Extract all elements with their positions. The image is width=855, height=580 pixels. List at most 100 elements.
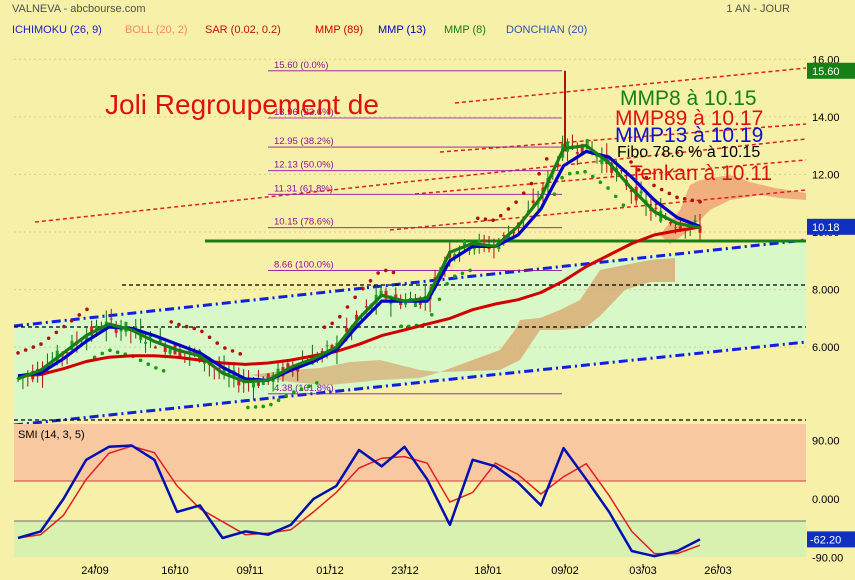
x-tick-label: 26/03 [704, 565, 732, 577]
candle-body [379, 290, 383, 297]
sar-dot [292, 390, 296, 394]
sar-dot [16, 351, 20, 355]
sar-dot [552, 192, 557, 197]
sar-dot [468, 268, 472, 273]
sar-dot [376, 271, 380, 275]
candle-body [222, 366, 226, 375]
candle-body [65, 352, 69, 354]
candle-body [512, 231, 516, 234]
price-tick-label: 12.00 [812, 169, 840, 181]
candle-body [575, 152, 579, 154]
sar-dot [460, 271, 465, 276]
candle-body [163, 345, 167, 352]
candle-body [178, 348, 182, 357]
candle-body [600, 156, 604, 165]
annotation-mmp13: MMP13 à 10.19 [615, 124, 763, 147]
sar-dot [161, 368, 166, 373]
sar-dot [629, 160, 633, 164]
candle-body [629, 189, 633, 192]
sar-dot [299, 387, 304, 391]
sar-dot [307, 384, 311, 389]
sar-dot [39, 342, 43, 346]
moving-averages [17, 144, 701, 384]
sar-dot [315, 381, 319, 385]
annotation-mmp8: MMP8 à 10.15 [620, 87, 757, 110]
candle-body [153, 346, 157, 349]
candle-body [95, 325, 99, 332]
sar-dot [675, 195, 679, 200]
sar-dot [368, 279, 373, 283]
x-axis: 24/09 16/10 09/11 01/12 23/12 18/01 09/02 03/03… [81, 564, 732, 577]
candle-body [158, 338, 162, 344]
period-label: 1 AN - JOUR [726, 3, 790, 15]
legend-item: SAR (0.02, 0.2) [205, 24, 281, 36]
sar-dot [429, 313, 434, 317]
candle-body [286, 363, 290, 368]
annotation-tenkan: Tenkan à 10.11 [630, 162, 772, 185]
candle-body [507, 235, 511, 241]
x-tick-label: 09/11 [237, 565, 264, 577]
smi-tick-label: -90.00 [812, 552, 843, 564]
x-tick-label: 18/01 [474, 565, 502, 577]
price-tick-label: 8.000 [812, 285, 840, 297]
smi-oversold-zone [14, 521, 806, 557]
sar-dot [575, 170, 580, 175]
sar-dot [583, 169, 587, 174]
smi-tick-label: 0.000 [812, 494, 840, 506]
sar-dot [100, 351, 105, 356]
candle-body [693, 220, 697, 222]
sar-dot [92, 355, 97, 360]
sar-dot [54, 330, 59, 335]
sar-dot [690, 198, 695, 203]
smi-lines [17, 444, 701, 558]
candle-body [144, 341, 148, 344]
fibo-label: 15.60 (0.0%) [274, 60, 328, 71]
sar-dot [353, 295, 357, 300]
candle-body [433, 277, 437, 279]
candle-body [109, 318, 113, 320]
sar-dot [284, 394, 289, 398]
smi-axis: 90.00 0.000 -90.00 [812, 435, 843, 564]
candle-body [580, 143, 584, 154]
x-tick-label: 24/09 [81, 565, 109, 577]
sar-dot [192, 326, 197, 331]
sar-dot [169, 320, 174, 324]
sar-dot [567, 171, 572, 176]
fibo-label: 4.38 (161.8%) [274, 383, 334, 394]
candle-body [252, 383, 256, 388]
candle-body [394, 294, 398, 298]
sar-dot [498, 213, 503, 218]
candle-body [413, 299, 417, 307]
legend-item: MMP (13) [378, 24, 426, 36]
sar-dot [23, 348, 28, 352]
sar-dot [345, 305, 350, 309]
smi-value-label: -62.20 [810, 534, 841, 546]
smi-tick-label: 90.00 [812, 435, 840, 447]
candle-body [399, 300, 403, 306]
candle-body [168, 349, 172, 354]
candle-body [673, 227, 677, 229]
sar-dot [246, 405, 250, 410]
indicator-legend: ICHIMOKU (26, 9) BOLL (20, 2) SAR (0.02, 0… [12, 24, 587, 36]
sar-dot [590, 174, 595, 179]
candle-body [296, 367, 300, 372]
candle-body [90, 326, 94, 336]
sar-dot [322, 325, 327, 329]
legend-item: MMP (8) [444, 24, 486, 36]
fibo-label: 8.66 (100.0%) [274, 260, 334, 271]
sar-dot [391, 270, 396, 275]
sar-dot [606, 186, 610, 190]
ma-line [17, 225, 701, 378]
sar-dot [230, 349, 235, 353]
ticker-title: VALNEVA - abcbourse.com [12, 3, 146, 15]
candle-body [462, 240, 466, 247]
candle-body [345, 327, 349, 333]
sar-dot [659, 187, 664, 192]
price-tag-label: 10.18 [812, 222, 840, 234]
candle-body [639, 191, 643, 194]
x-tick-label: 01/12 [316, 565, 344, 577]
sar-dot [445, 281, 449, 286]
fibo-label: 10.15 (78.6%) [274, 217, 334, 228]
candle-body [237, 380, 241, 386]
